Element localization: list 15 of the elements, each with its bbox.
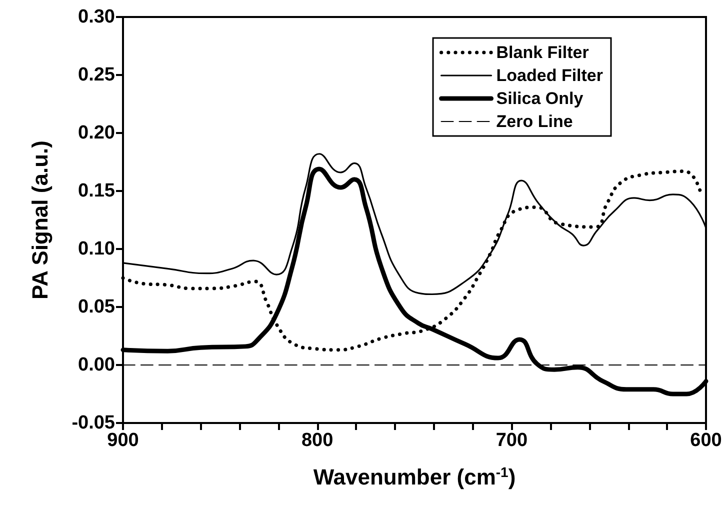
x-tick-label: 700 [496, 430, 528, 451]
legend-label: Silica Only [496, 89, 584, 108]
x-tick-label: 600 [690, 430, 722, 451]
legend-label: Blank Filter [496, 43, 590, 62]
legend-label: Loaded Filter [496, 66, 604, 85]
legend-label: Zero Line [496, 112, 573, 131]
y-tick-label: 0.10 [78, 238, 115, 260]
y-tick-label: 0.15 [78, 180, 116, 202]
x-tick-label: 800 [301, 430, 334, 451]
y-tick-label: 0.05 [78, 296, 116, 318]
y-tick-label: 0.30 [78, 6, 115, 28]
y-tick-label: 0.25 [78, 64, 116, 86]
y-tick-label: 0.00 [78, 354, 115, 376]
y-tick-label: 0.20 [78, 122, 115, 144]
y-axis-title: PA Signal (a.u.) [28, 140, 52, 300]
